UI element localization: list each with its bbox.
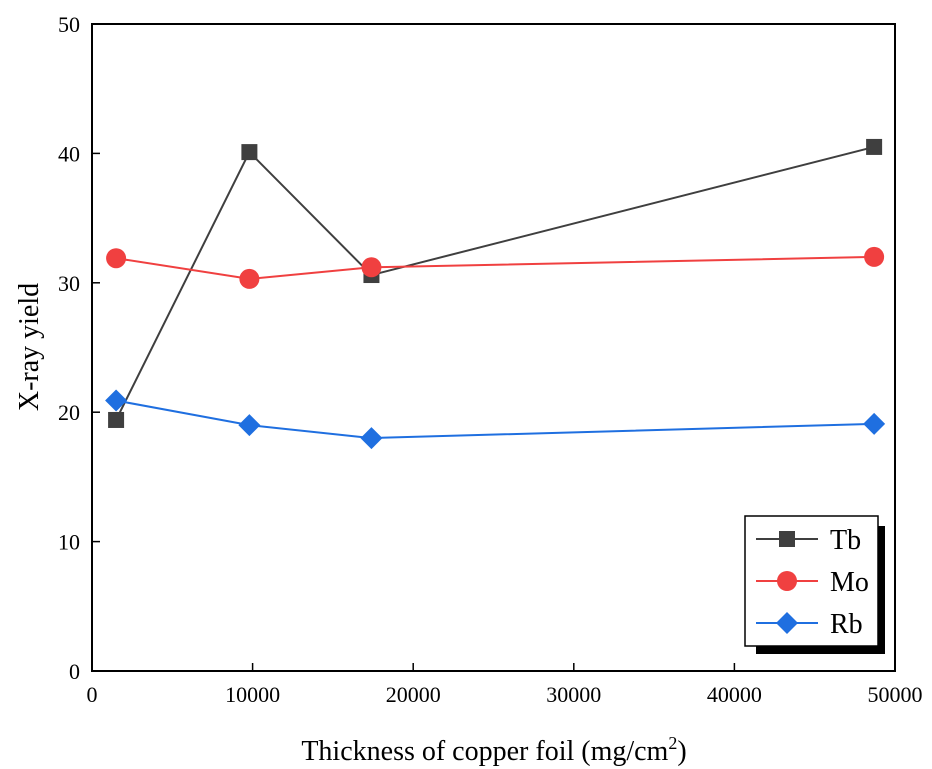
legend-marker-tb [779, 531, 795, 547]
data-point-mo [864, 246, 885, 267]
x-axis-title-main: Thickness of copper foil (mg/cm [301, 736, 668, 767]
data-point-tb [866, 138, 883, 155]
legend-label-tb: Tb [830, 525, 861, 556]
plot-frame [91, 23, 896, 672]
legend-label-mo: Mo [830, 567, 869, 598]
x-axis-title: Thickness of copper foil (mg/cm2) [301, 733, 686, 767]
y-tick-label: 20 [58, 400, 80, 425]
legend-marker-mo [777, 571, 797, 591]
series-line-mo [115, 255, 875, 280]
data-point-rb [105, 389, 128, 412]
x-tick-label: 0 [87, 682, 98, 707]
x-axis-title-superscript: 2 [668, 733, 677, 753]
y-tick-label: 50 [58, 12, 80, 37]
x-tick-label: 20000 [386, 682, 441, 707]
legend: Tb Mo Rb [744, 515, 885, 654]
x-tick-label: 10000 [225, 682, 280, 707]
series-layer [105, 138, 886, 450]
series-tb [108, 138, 883, 428]
data-point-mo [361, 257, 382, 278]
data-point-rb [863, 412, 886, 435]
legend-marker-rb [776, 612, 798, 634]
x-tick-label: 40000 [707, 682, 762, 707]
y-tick-label: 40 [58, 141, 80, 166]
axis-ticks: 0 10000 20000 30000 40000 50000 0 10 20 30 40 50 [58, 12, 923, 707]
data-point-rb [238, 414, 261, 437]
y-tick-label: 30 [58, 271, 80, 296]
legend-items: Tb Mo Rb [756, 525, 869, 640]
data-point-mo [239, 268, 260, 289]
data-point-tb [108, 411, 125, 428]
x-axis-title-suffix: ) [677, 736, 686, 767]
legend-label-rb: Rb [830, 609, 863, 640]
x-tick-label: 30000 [546, 682, 601, 707]
data-point-mo [106, 248, 127, 269]
series-line-rb [115, 399, 875, 440]
x-tick-label: 50000 [868, 682, 923, 707]
y-axis-title: X-ray yield [14, 283, 45, 411]
y-tick-label: 0 [69, 659, 80, 684]
data-point-tb [241, 144, 258, 161]
series-rb [105, 389, 886, 450]
data-point-rb [360, 427, 383, 450]
y-tick-label: 10 [58, 530, 80, 555]
series-line-tb [115, 145, 875, 421]
series-mo [106, 246, 885, 289]
